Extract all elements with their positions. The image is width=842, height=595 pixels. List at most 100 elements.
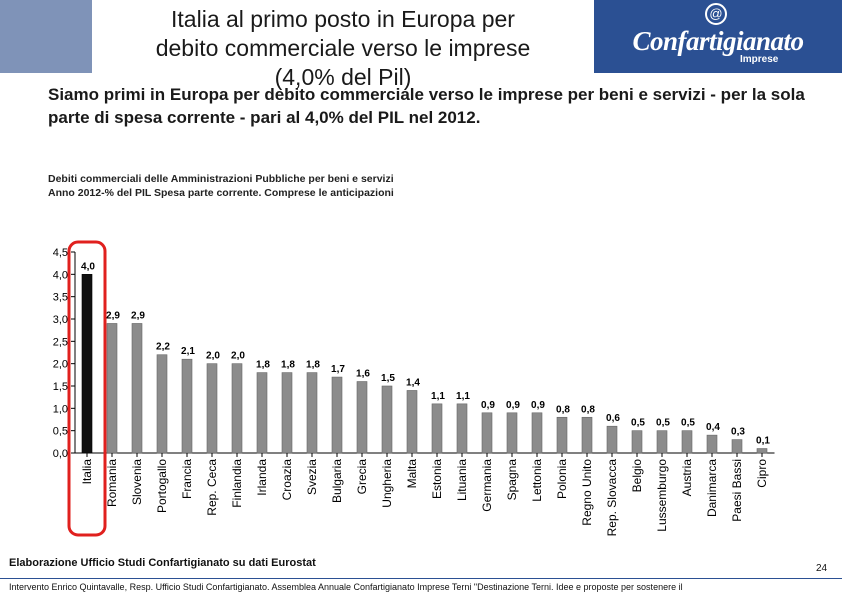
bar-bulgaria: [331, 376, 343, 454]
bar-chart: 0,0 0,5 1,0 1,5 2,0 2,5 3,0 3,5 4,0 4,5 4,0 Italia 2…: [53, 240, 775, 537]
data-label: 1,8: [306, 360, 320, 371]
bar-polonia: [556, 416, 568, 454]
data-label: 1,5: [381, 373, 395, 384]
bar-irlanda: [256, 372, 268, 454]
data-label: 2,9: [106, 310, 120, 321]
bar-lettonia: [531, 412, 543, 454]
category-label: Lituania: [455, 459, 469, 501]
data-label: 1,4: [406, 377, 420, 388]
bar-germania: [481, 412, 493, 454]
page-number: 24: [816, 563, 828, 574]
data-label: 0,1: [756, 436, 770, 447]
data-label: 0,4: [706, 422, 720, 433]
category-label: Lussemburgo: [655, 459, 669, 532]
data-label: 0,5: [656, 418, 670, 429]
bar-italia: [81, 274, 93, 454]
category-label: Polonia: [555, 459, 569, 499]
category-label: Romania: [105, 459, 119, 507]
data-label: 2,0: [206, 351, 220, 362]
y-tick-label: 3,5: [53, 292, 68, 304]
category-label: Ungheria: [380, 459, 394, 508]
bar-grecia: [356, 381, 368, 454]
page-title: Italia al primo posto in Europa per debi…: [96, 5, 590, 92]
y-tick-label: 4,0: [53, 269, 68, 281]
data-label: 1,8: [256, 360, 270, 371]
category-label: Cipro: [755, 459, 769, 488]
data-label: 0,8: [581, 404, 595, 415]
category-label: Austria: [680, 459, 694, 497]
bar-svezia: [306, 372, 318, 454]
bar-ungheria: [381, 385, 393, 454]
title-line-1: Italia al primo posto in Europa per: [171, 6, 515, 32]
y-tick-label: 2,0: [53, 359, 68, 371]
data-label: 1,1: [456, 391, 470, 402]
category-label: Spagna: [505, 459, 519, 501]
data-label: 2,9: [131, 310, 145, 321]
bar-belgio: [631, 430, 643, 454]
category-label: Rep. Slovacca: [605, 459, 619, 537]
data-label: 0,5: [681, 418, 695, 429]
bar-lussemburgo: [656, 430, 668, 454]
category-label: Francia: [180, 459, 194, 499]
category-label: Grecia: [355, 459, 369, 495]
data-label: 1,8: [281, 360, 295, 371]
category-label: Italia: [80, 459, 94, 485]
footer-text: Intervento Enrico Quintavalle, Resp. Uff…: [9, 582, 683, 592]
category-label: Estonia: [430, 459, 444, 499]
bar-spagna: [506, 412, 518, 454]
category-label: Regno Unito: [580, 459, 594, 526]
category-label: Svezia: [305, 459, 319, 495]
category-label: Croazia: [280, 459, 294, 501]
bar-regno-unito: [581, 416, 593, 454]
data-label: 4,0: [81, 261, 95, 272]
chart-note-line-1: Debiti commerciali delle Amministrazioni…: [48, 173, 394, 185]
category-label: Lettonia: [530, 459, 544, 502]
chart-note: Debiti commerciali delle Amministrazioni…: [48, 172, 548, 200]
bar-estonia: [431, 403, 443, 454]
bar-finlandia: [231, 363, 243, 454]
bar-romania: [106, 323, 118, 454]
bar-austria: [681, 430, 693, 454]
y-tick-label: 0,0: [53, 448, 68, 460]
bar-malta: [406, 390, 418, 454]
logo-subtitle: Imprese: [740, 54, 779, 65]
category-label: Paesi Bassi: [730, 459, 744, 522]
y-tick-label: 2,5: [53, 336, 68, 348]
bar-rep-slovacca: [606, 425, 618, 454]
y-tick-label: 3,0: [53, 314, 68, 326]
category-label: Portogallo: [155, 459, 169, 513]
data-label: 0,9: [531, 400, 545, 411]
category-label: Slovenia: [130, 459, 144, 505]
header-left-band: [0, 0, 92, 73]
category-label: Bulgaria: [330, 459, 344, 503]
data-label: 0,8: [556, 404, 570, 415]
bar-slovenia: [131, 323, 143, 454]
title-line-3: (4,0% del Pil): [274, 64, 412, 90]
y-tick-label: 0,5: [53, 426, 68, 438]
category-label: Rep. Ceca: [205, 459, 219, 516]
source-note: Elaborazione Ufficio Studi Confartigiana…: [9, 557, 316, 569]
bar-croazia: [281, 372, 293, 454]
data-label: 2,2: [156, 342, 170, 353]
bar-danimarca: [706, 434, 718, 454]
title-line-2: debito commerciale verso le imprese: [155, 35, 531, 61]
bar-paesi-bassi: [731, 439, 743, 454]
category-label: Belgio: [630, 459, 644, 493]
bar-cipro: [756, 448, 768, 454]
data-label: 0,9: [481, 400, 495, 411]
data-label: 0,3: [731, 427, 745, 438]
at-sign-icon: @: [705, 3, 727, 25]
category-label: Malta: [405, 459, 419, 489]
data-label: 1,7: [331, 364, 345, 375]
y-tick-label: 1,5: [53, 381, 68, 393]
chart-note-line-2: Anno 2012-% del PIL Spesa parte corrente…: [48, 187, 394, 199]
category-label: Finlandia: [230, 459, 244, 508]
bar-portogallo: [156, 354, 168, 454]
lead-text: Siamo primi in Europa per debito commerc…: [48, 85, 805, 127]
data-label: 0,6: [606, 413, 620, 424]
y-tick-label: 4,5: [53, 247, 68, 259]
data-label: 2,1: [181, 346, 195, 357]
data-label: 1,1: [431, 391, 445, 402]
data-label: 2,0: [231, 351, 245, 362]
bar-rep-ceca: [206, 363, 218, 454]
